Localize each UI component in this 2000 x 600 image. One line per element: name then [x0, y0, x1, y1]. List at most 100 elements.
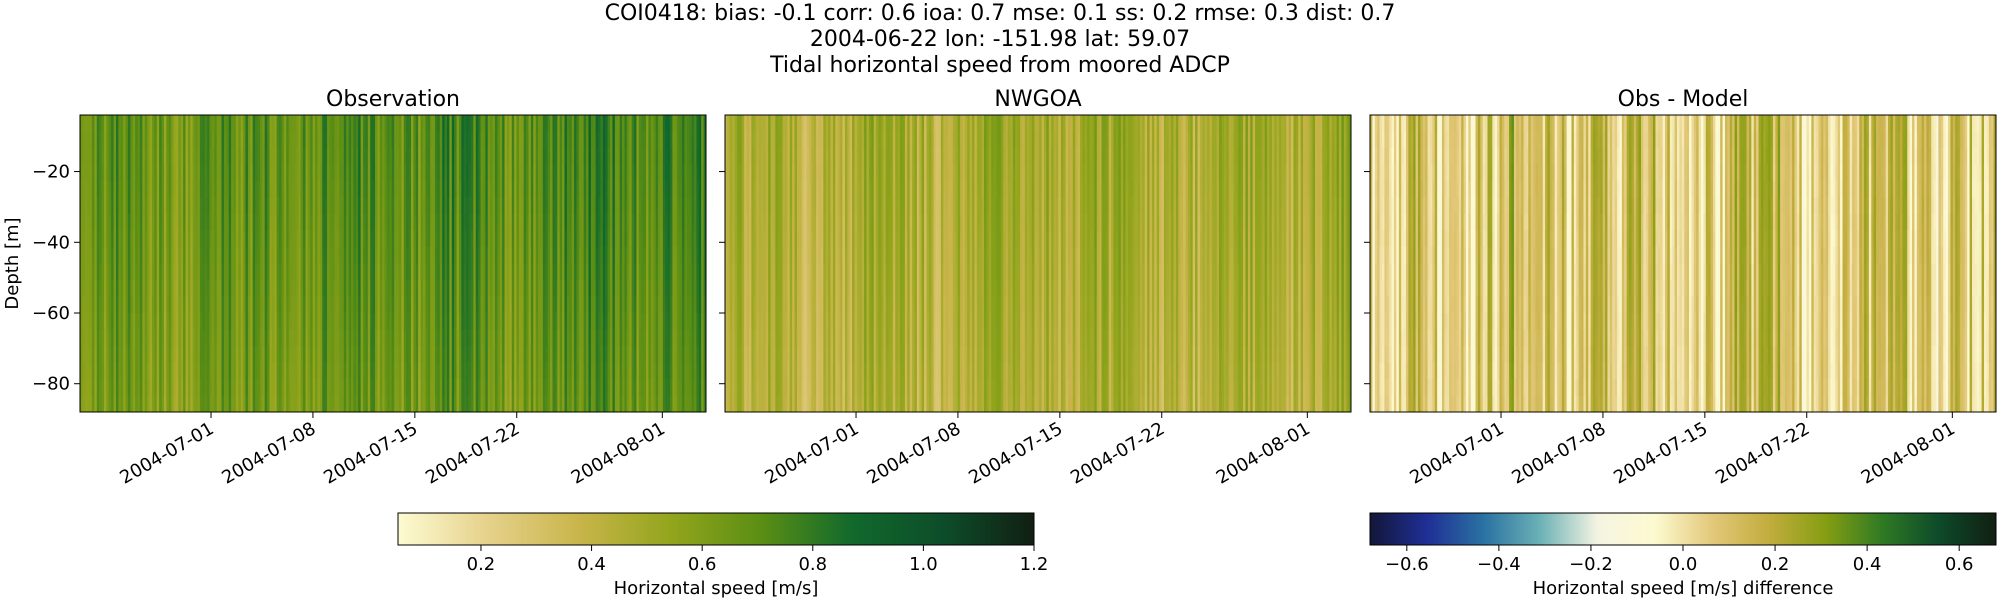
- heatmap-cell: [538, 164, 541, 182]
- heatmap-cell: [118, 379, 122, 396]
- heatmap-cell: [80, 263, 83, 281]
- heatmap-cell: [307, 164, 311, 182]
- heatmap-cell: [734, 346, 738, 363]
- heatmap-cell: [202, 247, 206, 264]
- heatmap-cell: [641, 247, 645, 264]
- heatmap-cell: [454, 230, 458, 248]
- heatmap-cell: [634, 164, 637, 182]
- heatmap-cell: [729, 214, 733, 231]
- heatmap-cell: [449, 131, 453, 149]
- heatmap-cell: [243, 395, 246, 412]
- heatmap-cell: [456, 280, 460, 297]
- heatmap-cell: [614, 115, 618, 132]
- heatmap-cell: [526, 329, 529, 347]
- heatmap-cell: [665, 131, 669, 149]
- heatmap-cell: [171, 181, 174, 198]
- heatmap-cell: [506, 181, 510, 198]
- heatmap-cell: [339, 346, 342, 363]
- heatmap-cell: [741, 131, 745, 149]
- heatmap-cell: [612, 181, 616, 198]
- heatmap-cell: [327, 313, 330, 330]
- heatmap-cell: [626, 346, 630, 363]
- heatmap-cell: [156, 379, 160, 396]
- heatmap-cell: [115, 115, 119, 132]
- heatmap-cell: [753, 164, 757, 182]
- heatmap-cell: [574, 214, 577, 231]
- heatmap-cell: [168, 395, 172, 412]
- heatmap-cell: [403, 379, 407, 396]
- heatmap-cell: [432, 329, 436, 347]
- heatmap-cell: [511, 379, 515, 396]
- heatmap-cell: [727, 247, 731, 264]
- heatmap-cell: [269, 346, 273, 363]
- heatmap-cell: [118, 148, 122, 165]
- heatmap-cell: [468, 280, 472, 297]
- heatmap-cell: [578, 263, 582, 281]
- heatmap-cell: [756, 329, 760, 347]
- heatmap-cell: [322, 247, 326, 264]
- heatmap-cell: [461, 362, 465, 380]
- heatmap-cell: [408, 214, 412, 231]
- heatmap-cell: [622, 263, 625, 281]
- heatmap-cell: [365, 263, 369, 281]
- heatmap-cell: [602, 131, 606, 149]
- heatmap-cell: [262, 214, 266, 231]
- heatmap-cell: [641, 395, 645, 412]
- heatmap-cell: [408, 362, 412, 380]
- heatmap-cell: [741, 329, 745, 347]
- heatmap-cell: [291, 197, 294, 215]
- heatmap-cell: [178, 230, 182, 248]
- heatmap-cell: [161, 115, 165, 132]
- heatmap-cell: [130, 313, 134, 330]
- heatmap-cell: [550, 197, 553, 215]
- heatmap-cell: [682, 164, 685, 182]
- heatmap-cell: [130, 115, 134, 132]
- heatmap-cell: [209, 362, 213, 380]
- heatmap-cell: [192, 148, 196, 165]
- heatmap-cell: [389, 379, 393, 396]
- heatmap-cell: [207, 313, 210, 330]
- heatmap-cell: [576, 379, 580, 396]
- heatmap-cell: [437, 115, 441, 132]
- heatmap-cell: [127, 115, 131, 132]
- heatmap-cell: [739, 214, 743, 231]
- heatmap-cell: [303, 379, 306, 396]
- heatmap-cell: [593, 131, 597, 149]
- heatmap-cell: [518, 115, 522, 132]
- heatmap-cell: [446, 362, 450, 380]
- heatmap-cell: [298, 115, 302, 132]
- heatmap-cell: [458, 395, 462, 412]
- heatmap-cell: [346, 313, 350, 330]
- heatmap-cell: [161, 164, 165, 182]
- heatmap-cell: [240, 313, 244, 330]
- heatmap-cell: [758, 214, 762, 231]
- heatmap-cell: [694, 164, 697, 182]
- heatmap-cell: [415, 362, 419, 380]
- heatmap-cell: [691, 247, 695, 264]
- heatmap-cell: [667, 230, 671, 248]
- heatmap-cell: [660, 131, 664, 149]
- heatmap-cell: [418, 148, 422, 165]
- heatmap-cell: [127, 230, 131, 248]
- heatmap-cell: [276, 313, 280, 330]
- heatmap-cell: [331, 164, 335, 182]
- heatmap-cell: [741, 230, 745, 248]
- heatmap-cell: [204, 329, 208, 347]
- heatmap-cell: [250, 313, 254, 330]
- heatmap-cell: [523, 197, 527, 215]
- heatmap-cell: [626, 164, 630, 182]
- heatmap-cell: [339, 329, 342, 347]
- heatmap-cell: [305, 214, 309, 231]
- heatmap-cell: [315, 247, 318, 264]
- heatmap-cell: [475, 131, 479, 149]
- heatmap-cell: [473, 313, 477, 330]
- heatmap-cell: [154, 362, 158, 380]
- heatmap-cell: [113, 395, 117, 412]
- heatmap-cell: [298, 247, 302, 264]
- heatmap-cell: [602, 395, 606, 412]
- heatmap-cell: [725, 164, 728, 182]
- heatmap-cell: [161, 329, 165, 347]
- heatmap-cell: [394, 362, 398, 380]
- heatmap-cell: [367, 395, 371, 412]
- heatmap-cell: [365, 148, 369, 165]
